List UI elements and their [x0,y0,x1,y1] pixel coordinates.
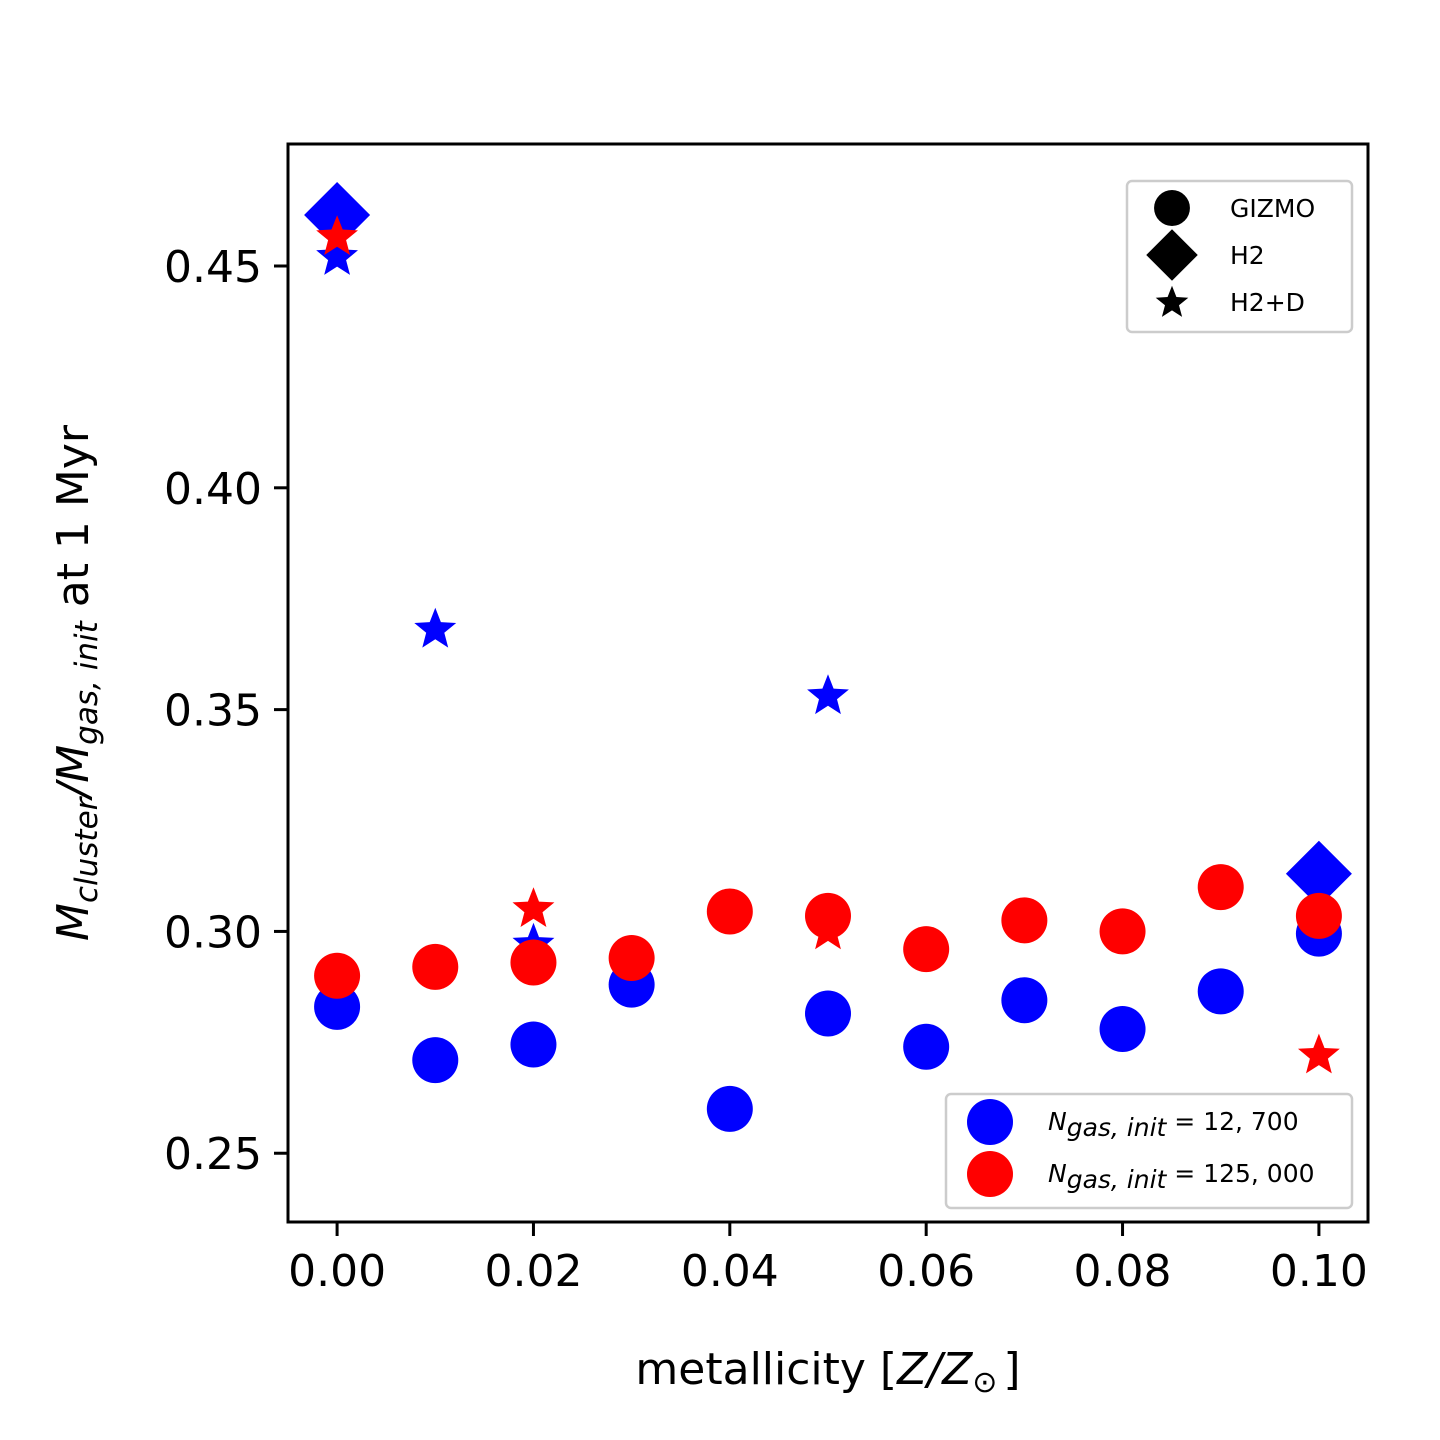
legend-color-marker-0 [967,1099,1013,1145]
diamond-point-s0-1 [1285,840,1352,907]
y-axis-title-sub1: cluster [69,795,105,903]
legend-low-res-symbol: N [1048,1107,1067,1136]
y-tick-label: 0.30 [164,907,262,958]
star-point-s2-0 [316,235,358,275]
y-tick-label: 0.35 [164,686,262,737]
circle-point-s3-8 [1099,908,1146,955]
y-axis-title-m2: M [48,745,99,783]
color-legend-symbols [967,1099,1013,1197]
legend-diamond-marker [1146,229,1198,281]
circle-point-s3-7 [1001,897,1048,944]
x-tick-label: 0.08 [1074,1246,1172,1297]
circle-point-s1-2 [510,1021,557,1068]
legend-low-res-sub: gas, init [1067,1113,1168,1142]
x-axis-title-suffix: ] [1003,1344,1020,1395]
star-point-s4-1 [512,887,555,927]
legend-label-gizmo: GIZMO [1230,194,1315,223]
x-tick-label: 0.02 [484,1246,582,1297]
circle-point-s1-8 [1099,1006,1146,1053]
circle-point-s3-4 [706,888,753,935]
x-tick-label: 0.04 [681,1246,779,1297]
plot-frame [286,142,1370,1224]
legend-label-low-res: Ngas, init = 12, 700 [1048,1107,1299,1142]
x-axis-title-z: Z [896,1344,928,1395]
y-tick-label: 0.45 [164,242,262,293]
y-axis-title: Mcluster/Mgas, init at 1 Myr [48,424,105,941]
y-tick-label: 0.40 [164,464,262,515]
x-axis-title-prefix: metallicity [ [635,1344,897,1395]
color-legend-frame [944,1092,1354,1210]
circle-point-s3-9 [1197,864,1244,911]
y-axis-title-m1: M [48,903,99,941]
circle-point-s1-7 [1001,977,1048,1024]
legend-high-res-value: = 125, 000 [1166,1159,1314,1188]
y-tick-label: 0.25 [164,1129,262,1180]
circle-point-s3-6 [903,926,950,973]
star-point-s4-2 [807,909,849,950]
x-axis-title-zsun: Z [941,1344,973,1395]
legend-label-h2d: H2+D [1230,288,1305,317]
circle-point-s1-6 [903,1023,950,1070]
circle-point-s1-1 [412,1037,459,1084]
marker-legend: GIZMO H2 H2+D [1125,179,1354,334]
x-axis: 0.00 0.02 0.04 0.06 0.08 0.10 [288,1222,1368,1297]
y-axis: 0.25 0.30 0.35 0.40 0.45 [164,242,288,1180]
circle-point-s1-9 [1197,968,1244,1015]
legend-color-marker-1 [967,1151,1013,1197]
star-point-s2-1 [414,607,457,648]
color-legend: Ngas, init = 12, 700 Ngas, init = 125, 0… [944,1092,1354,1210]
legend-circle-marker [1154,190,1190,226]
circle-point-s3-1 [412,943,459,990]
y-axis-title-slash: / [48,779,99,802]
data-marks [304,181,1352,1132]
y-axis-title-suffix: at 1 Myr [48,424,99,621]
legend-star-marker [1155,285,1189,317]
circle-point-s3-2 [510,939,557,986]
star-point-s4-3 [1298,1033,1340,1074]
circle-point-s3-3 [608,935,655,982]
legend-high-res-sub: gas, init [1067,1165,1168,1194]
x-axis-title-sun: ⊙ [972,1365,997,1400]
legend-label-high-res: Ngas, init = 125, 000 [1048,1159,1315,1194]
circle-point-s3-10 [1295,892,1342,939]
legend-high-res-symbol: N [1048,1159,1067,1188]
star-point-s4-0 [316,215,358,255]
circle-point-s3-0 [314,952,361,999]
x-tick-label: 0.00 [288,1246,386,1297]
x-axis-title-slash: / [923,1344,946,1395]
circle-point-s1-4 [706,1085,753,1132]
legend-low-res-value: = 12, 700 [1166,1107,1298,1136]
circle-point-s1-5 [805,990,851,1037]
x-tick-label: 0.10 [1270,1246,1368,1297]
legend-label-h2: H2 [1230,241,1265,270]
marker-legend-symbols [1146,190,1198,317]
y-axis-title-sub2: gas, init [69,619,105,744]
star-point-s2-3 [807,674,849,715]
x-tick-label: 0.06 [877,1246,975,1297]
x-axis-title: metallicity [Z/Z⊙] [635,1344,1020,1400]
